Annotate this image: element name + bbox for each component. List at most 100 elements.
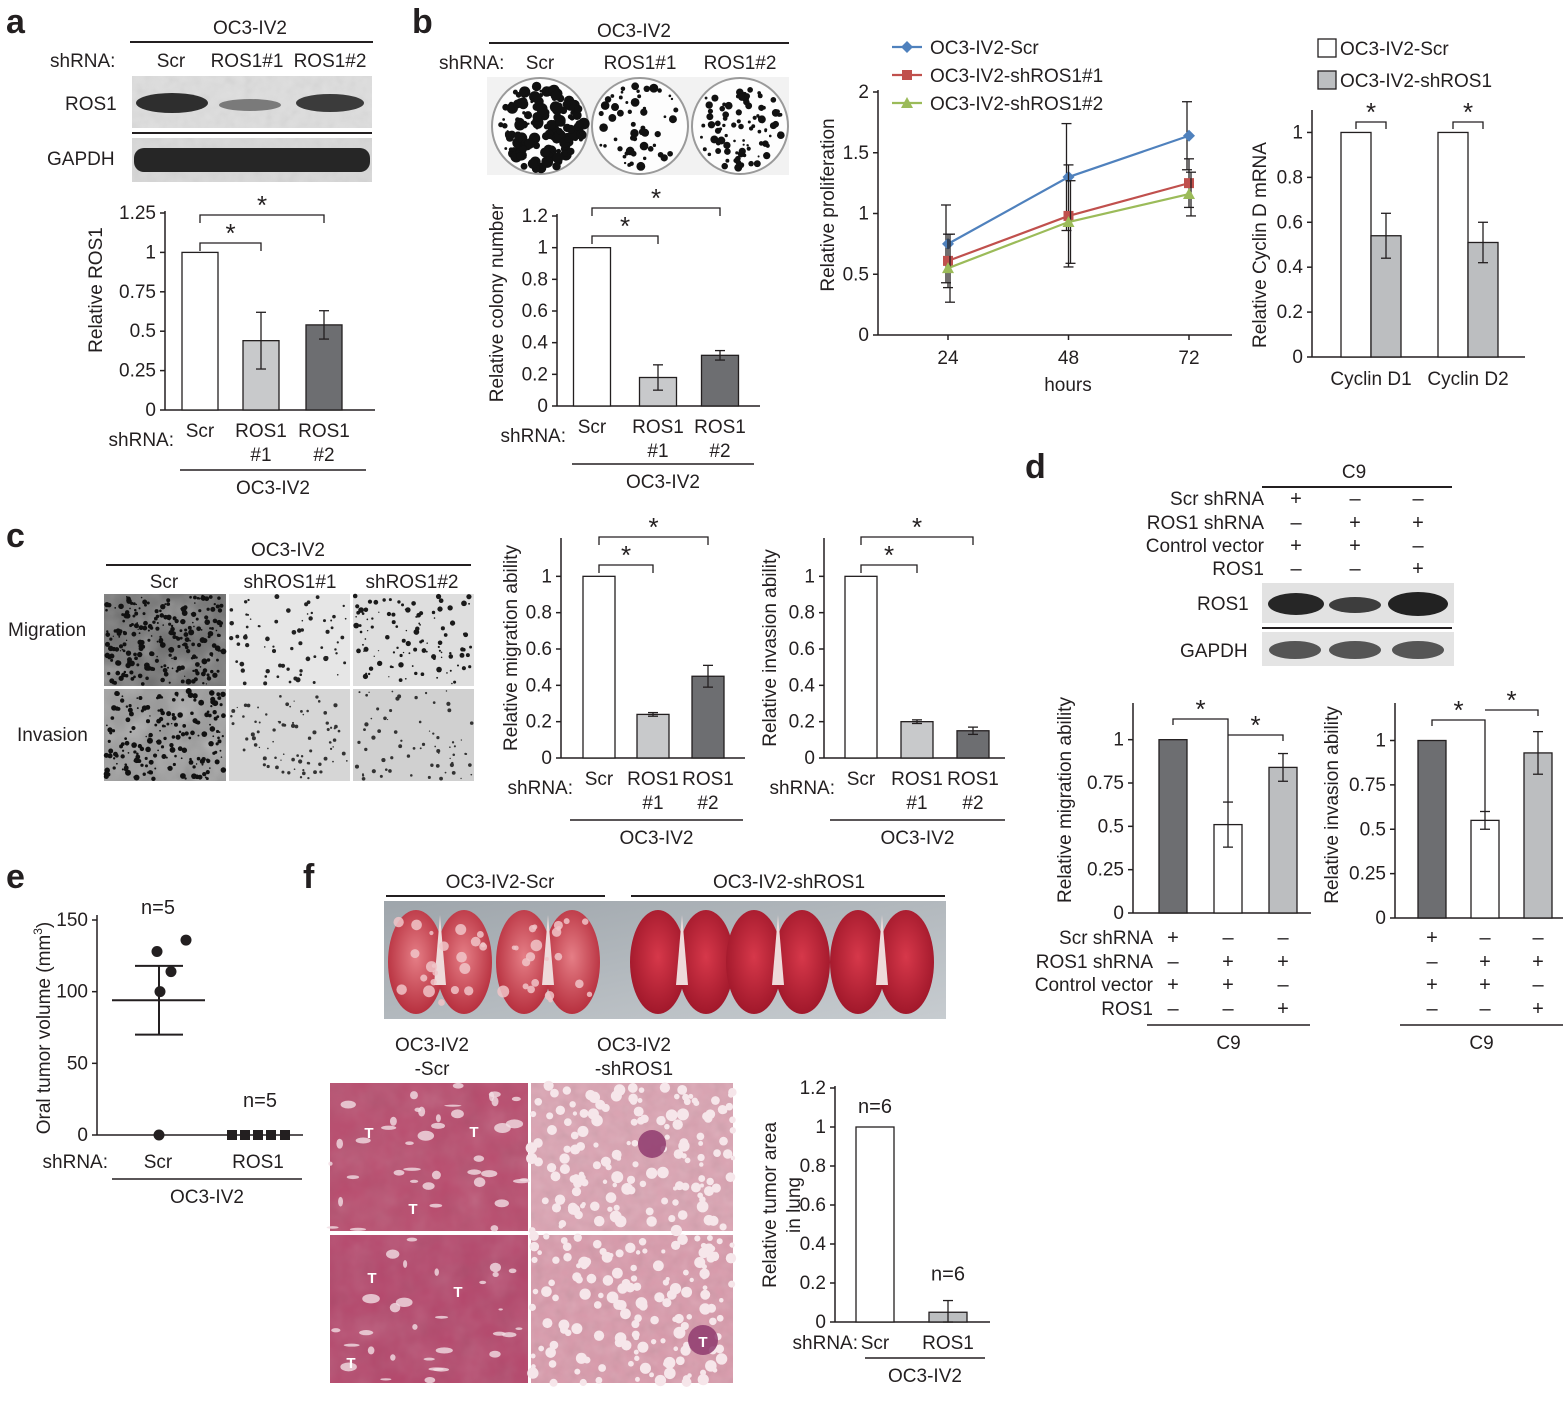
speck-0-94 [166, 598, 171, 603]
speck-1-45 [263, 681, 268, 686]
histo-space-1-2 [389, 1302, 401, 1313]
colony-0-155 [522, 165, 526, 169]
histo-alveolus-1-67 [620, 1308, 631, 1320]
speck-3-156 [121, 695, 124, 698]
speck-0-225 [210, 627, 214, 630]
colony-2-79 [715, 140, 721, 146]
speck-5-48 [438, 752, 440, 754]
speck-0-39 [154, 658, 160, 663]
speck-3-166 [141, 705, 148, 711]
histo-alveolus-1-142 [598, 1292, 604, 1299]
chart-d-invasion-sign-1-0: – [1426, 951, 1438, 973]
colony-0-139 [502, 103, 509, 111]
histo-alveolus-1-149 [633, 1349, 639, 1355]
colony-2-10 [707, 121, 716, 129]
speck-3-199 [171, 715, 177, 721]
speck-4-63 [326, 728, 330, 732]
lung-1-nodule-9 [551, 927, 562, 937]
speck-0-207 [206, 676, 212, 681]
chart-d-invasion-sign-3-2: + [1532, 998, 1544, 1020]
speck-3-150 [157, 695, 161, 699]
speck-3-158 [184, 731, 189, 736]
speck-0-187 [204, 615, 209, 620]
speck-3-94 [129, 730, 132, 734]
speck-1-28 [299, 669, 303, 673]
chart-c-invasion-sig-1-line [860, 536, 974, 545]
speck-3-67 [157, 709, 160, 712]
speck-3-122 [159, 729, 161, 732]
histo-alveolus-1-118 [552, 1294, 559, 1302]
colony-0-93 [524, 156, 527, 159]
speck-0-79 [212, 672, 218, 678]
speck-0-196 [147, 624, 153, 629]
histo-alveolus-1-71 [563, 1252, 572, 1262]
speck-2-32 [408, 652, 411, 655]
speck-0-98 [134, 611, 139, 616]
histo-alveolus-1-33 [543, 1233, 550, 1240]
speck-3-71 [177, 712, 183, 718]
histo-alveolus-0-133 [580, 1178, 589, 1187]
histo-alveolus-1-112 [650, 1338, 657, 1345]
speck-0-205 [189, 639, 191, 642]
speck-5-44 [427, 775, 431, 779]
lung-0-nodule-20 [420, 974, 428, 982]
histo-alveolus-1-37 [681, 1286, 693, 1298]
speck-5-37 [432, 732, 435, 735]
colony-0-112 [547, 134, 553, 140]
speck-3-104 [188, 760, 194, 765]
speck-5-28 [450, 761, 454, 765]
histo-alveolus-1-55 [615, 1249, 624, 1258]
speck-0-199 [125, 639, 128, 642]
speck-1-24 [315, 595, 320, 600]
speck-0-145 [173, 656, 178, 661]
chart-c-migration-x-label-1: ROS1 [627, 769, 679, 790]
speck-0-27 [142, 625, 148, 631]
speck-0-195 [155, 614, 160, 619]
histo-alveolus-0-123 [705, 1116, 711, 1122]
speck-3-185 [133, 757, 140, 764]
lung-0-nodule-18 [396, 984, 407, 995]
chart-e-point-ros1-0 [227, 1130, 237, 1140]
speck-3-75 [182, 724, 187, 728]
colony-0-154 [564, 136, 571, 143]
speck-3-115 [166, 722, 170, 726]
speck-5-65 [453, 745, 456, 748]
histo-space-1-15 [412, 1323, 418, 1330]
histo-alveolus-0-98 [673, 1093, 680, 1100]
speck-3-171 [148, 770, 153, 775]
speck-3-47 [220, 756, 223, 758]
speck-0-201 [186, 648, 191, 654]
speck-0-46 [170, 624, 174, 628]
speck-1-69 [274, 619, 279, 624]
histo-alveolus-0-56 [699, 1162, 704, 1167]
speck-2-58 [420, 639, 425, 643]
speck-0-42 [210, 606, 216, 612]
histo-alveolus-0-42 [543, 1080, 554, 1091]
panel-c-images: OC3-IV2 Scr shROS1#1 shROS1#2 Migration … [8, 540, 474, 782]
histo-alveolus-1-127 [650, 1315, 659, 1325]
colony-1-20 [604, 96, 612, 103]
chart-c-invasion-x-label-2: ROS1 [947, 769, 999, 790]
speck-3-54 [112, 766, 116, 770]
chart-c-invasion-y-tick-label-2: 0.4 [789, 675, 816, 696]
chart-c-invasion: 0 0.2 0.4 0.6 0.8 1 Relative invasion ability S… [760, 512, 1005, 849]
lung-0-nodule-14 [410, 949, 420, 959]
speck-1-55 [322, 619, 326, 623]
lung-2-right-lobe [678, 910, 734, 1014]
histo-alveolus-1-146 [703, 1306, 708, 1311]
speck-5-18 [436, 736, 440, 740]
chart-d-invasion-bar-0 [1417, 739, 1447, 919]
colony-1-37 [618, 95, 623, 100]
speck-2-100 [465, 653, 470, 658]
chart-cyclin-legend-label-0: OC3-IV2-Scr [1340, 39, 1449, 60]
colony-2-59 [735, 151, 739, 155]
speck-2-95 [404, 608, 407, 611]
colony-2-77 [710, 135, 719, 144]
speck-2-103 [398, 678, 403, 682]
histo-alveolus-1-23 [630, 1275, 638, 1282]
speck-0-34 [162, 624, 164, 626]
histo-alveolus-1-28 [661, 1249, 666, 1254]
histo-space-1-22 [479, 1280, 487, 1285]
colony-1-15 [670, 97, 674, 101]
colony-2-7 [704, 96, 708, 100]
